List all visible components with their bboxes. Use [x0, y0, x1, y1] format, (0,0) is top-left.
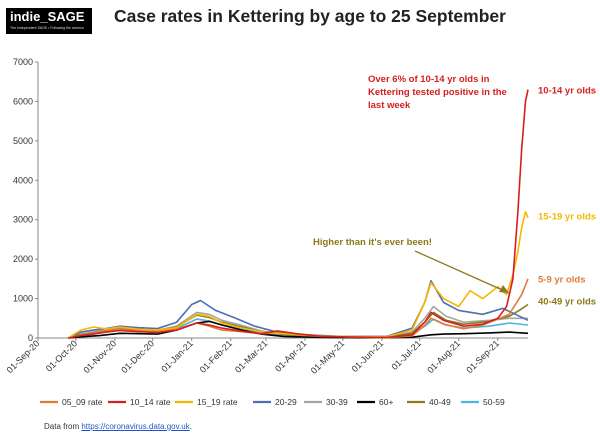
- legend-label: 60+: [379, 397, 393, 407]
- data-source: Data from https://coronavirus.data.gov.u…: [44, 422, 192, 431]
- annotation-main-line: Over 6% of 10-14 yr olds in: [368, 74, 490, 85]
- series-line-15-19-rate: [67, 211, 529, 339]
- x-tick-label: 01-May-21: [309, 338, 346, 375]
- chart-legend: 05_09 rate 10_14 rate 15_19 rate 20-29 30-39…: [40, 397, 505, 407]
- y-tick-label: 0: [28, 333, 33, 343]
- end-label-15-19-rate: 15-19 yr olds: [538, 212, 596, 223]
- end-label-05-09-rate: 5-9 yr olds: [538, 274, 586, 285]
- x-tick-label: 01-Dec-20: [119, 338, 156, 375]
- y-tick-label: 3000: [13, 215, 33, 225]
- end-label-40-49: 40-49 yr olds: [538, 297, 596, 308]
- x-tick-label: 01-Mar-21: [233, 338, 269, 374]
- legend-label: 10_14 rate: [130, 397, 171, 407]
- x-tick-label: 01-Nov-20: [81, 338, 118, 375]
- y-tick-label: 1000: [13, 294, 33, 304]
- series-line-20-29: [67, 280, 529, 339]
- annotation-main-line: last week: [368, 100, 411, 111]
- annotation-main-line: Kettering tested positive in the: [368, 87, 507, 98]
- x-tick-label: 01-Oct-20: [44, 338, 79, 373]
- logo-subtitle: The Independent SAGE • Following the sci…: [10, 26, 84, 30]
- series-line-10-14-rate: [68, 89, 529, 339]
- x-tick-label: 01-Jul-21: [389, 338, 423, 372]
- legend-label: 05_09 rate: [62, 397, 103, 407]
- source-suffix: .: [189, 422, 192, 431]
- y-tick-label: 4000: [13, 175, 33, 185]
- annotation-ever-text: Higher than it's ever been!: [313, 237, 432, 248]
- legend-label: 20-29: [275, 397, 297, 407]
- logo-title: indie_SAGE: [10, 9, 85, 24]
- chart-lines: [67, 89, 529, 339]
- x-tick-label: 01-Jan-21: [159, 338, 195, 374]
- x-tick-label: 01-Apr-21: [273, 338, 308, 373]
- chart-title: Case rates in Kettering by age to 25 Sep…: [114, 6, 506, 26]
- y-tick-label: 7000: [13, 57, 33, 67]
- source-link[interactable]: https://coronavirus.data.gov.uk: [81, 422, 190, 431]
- end-label-10-14-rate: 10-14 yr olds: [538, 85, 596, 96]
- legend-label: 15_19 rate: [197, 397, 238, 407]
- indie-sage-logo: indie_SAGE The Independent SAGE • Follow…: [6, 8, 92, 34]
- x-tick-label: 01-Jun-21: [350, 338, 386, 374]
- source-prefix: Data from: [44, 422, 82, 431]
- y-tick-label: 6000: [13, 96, 33, 106]
- legend-label: 40-49: [429, 397, 451, 407]
- legend-label: 30-39: [326, 397, 348, 407]
- legend-label: 50-59: [483, 397, 505, 407]
- x-tick-label: 01-Sep-20: [5, 338, 42, 375]
- x-tick-label: 01-Aug-21: [425, 338, 462, 375]
- chart-annotations: 5-9 yr olds 10-14 yr olds 15-19 yr olds 40-…: [313, 74, 596, 308]
- x-tick-label: 01-Feb-21: [198, 338, 234, 374]
- y-tick-label: 2000: [13, 254, 33, 264]
- x-tick-label: 01-Sep-21: [464, 338, 501, 375]
- annotation-arrow-head: [499, 285, 509, 293]
- y-tick-label: 5000: [13, 136, 33, 146]
- annotation-arrow-shaft: [414, 250, 510, 294]
